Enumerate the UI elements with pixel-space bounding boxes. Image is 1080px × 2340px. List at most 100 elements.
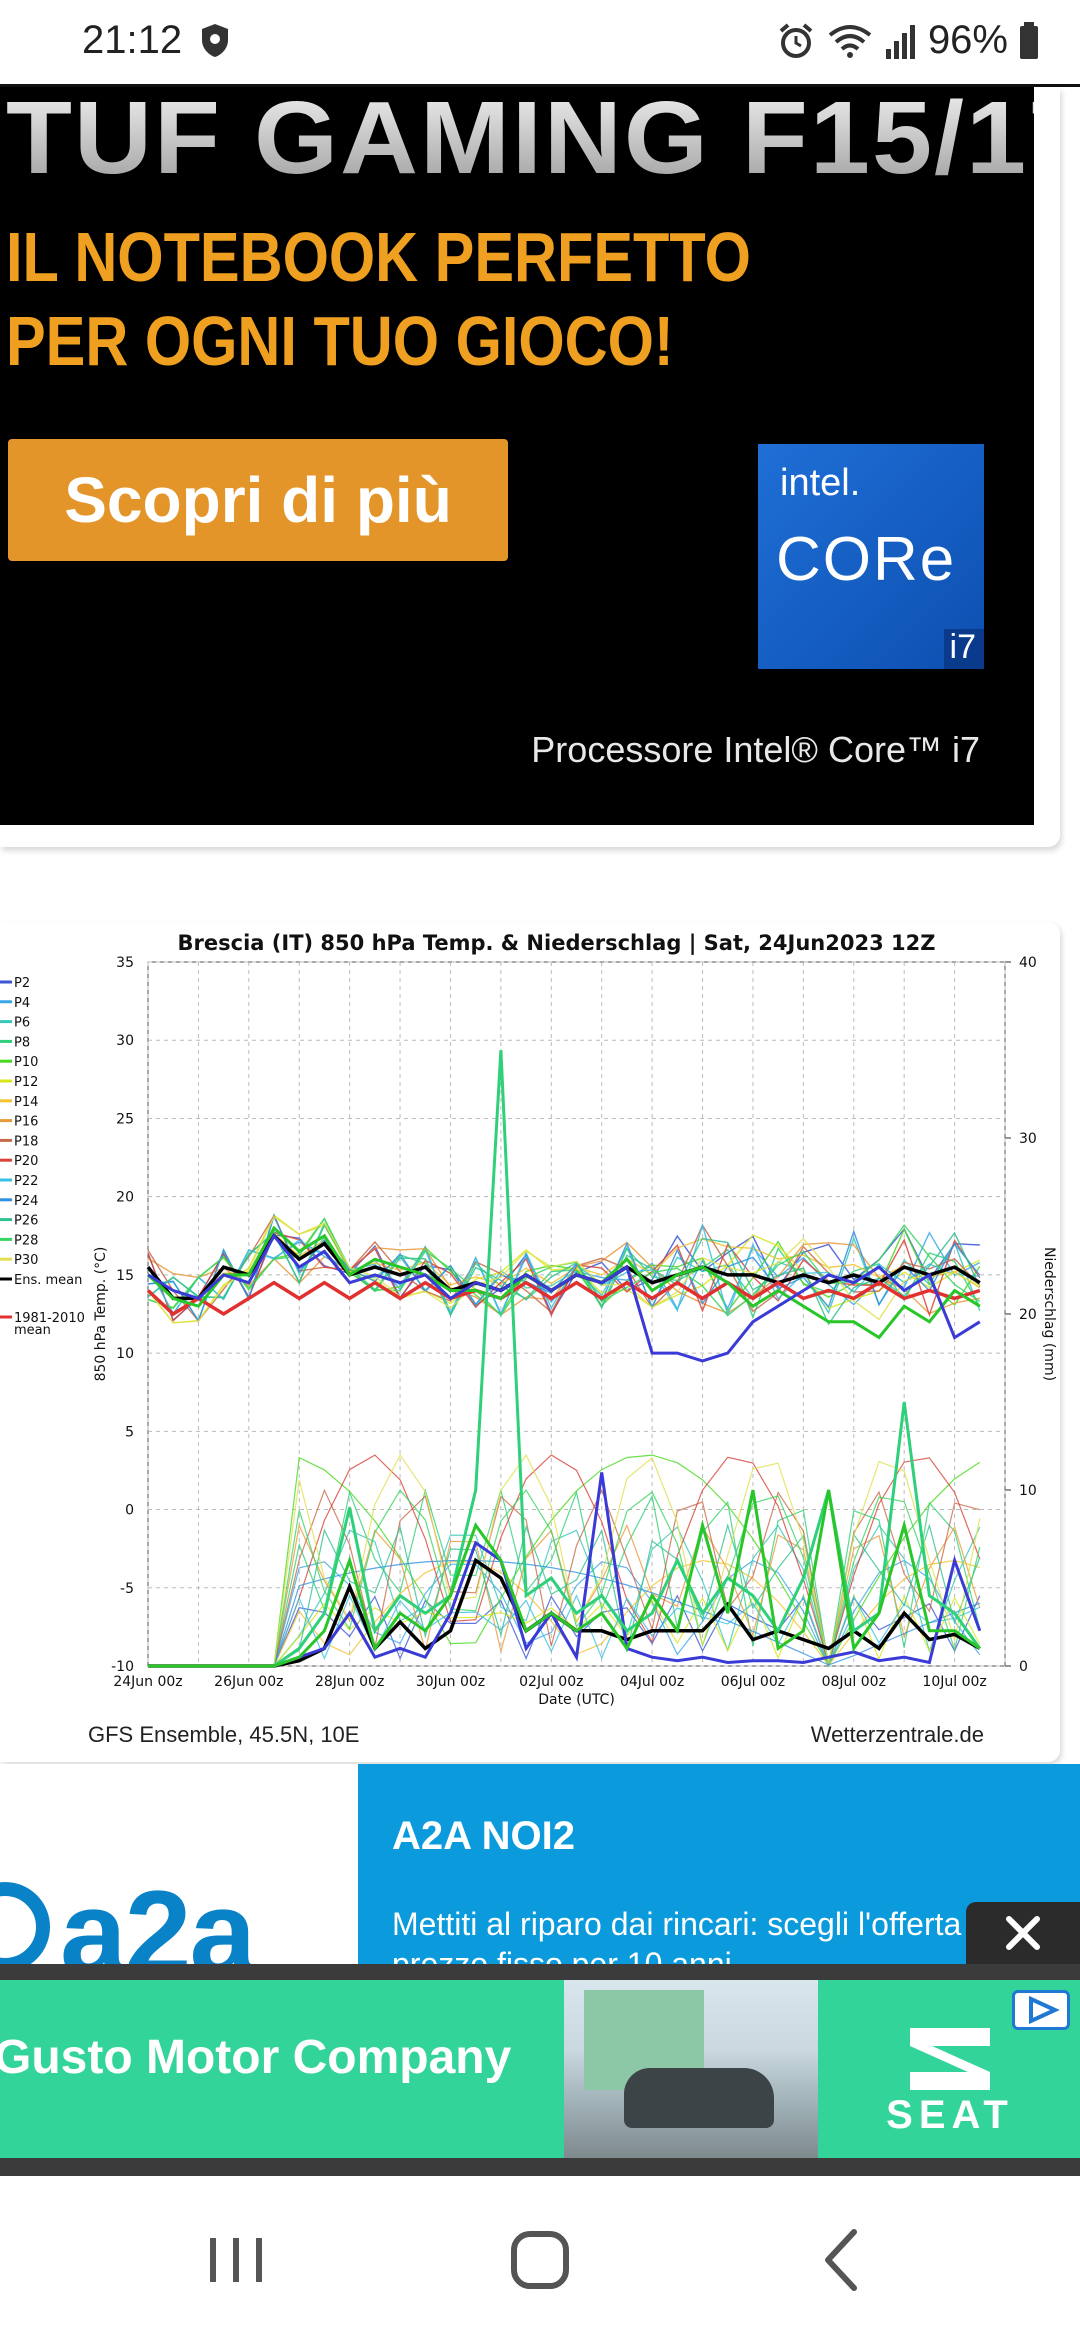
ad-footer: Processore Intel® Core™ i7 <box>531 729 980 770</box>
y-tick-label: 20 <box>116 1190 134 1206</box>
back-icon[interactable] <box>800 2220 880 2300</box>
recent-apps-icon[interactable] <box>196 2220 276 2300</box>
seat-ad-text: Gusto Motor Company <box>0 2031 512 2084</box>
a2a-logo-panel: a2a <box>0 1764 358 1964</box>
forecast-chart-card: Brescia (IT) 850 hPa Temp. & Niederschla… <box>0 922 1060 1762</box>
intel-core-badge: intel. CORe i7 <box>758 444 984 669</box>
shield-icon <box>202 24 228 57</box>
x-axis-label: Date (UTC) <box>538 1692 615 1708</box>
intel-brand: intel. <box>780 462 861 504</box>
y2-tick-label: 30 <box>1019 1131 1037 1147</box>
ensemble-precip-line <box>148 1489 981 1667</box>
y-tick-label: -5 <box>120 1581 134 1597</box>
battery-percent: 96% <box>927 18 1008 62</box>
legend-label: P26 <box>14 1214 38 1229</box>
y2-axis-label: Niederschlag (mm) <box>1041 1247 1057 1381</box>
legend-label: mean <box>14 1323 51 1338</box>
ensemble-temp-line <box>147 1215 981 1324</box>
intel-tier: i7 <box>949 628 976 666</box>
legend-label: P30 <box>14 1253 38 1268</box>
y2-tick-label: 0 <box>1019 1659 1028 1675</box>
close-ad-button[interactable] <box>966 1902 1080 1964</box>
legend-label: P10 <box>14 1055 38 1070</box>
seat-car-photo <box>564 1980 818 2158</box>
series-line <box>148 1472 982 1668</box>
x-tick-label: 26Jun 00z <box>214 1674 283 1690</box>
ensemble-precip-line <box>148 1454 981 1667</box>
ad-seat-banner[interactable]: Gusto Motor Company SEAT <box>0 1980 1080 2158</box>
status-bar: 21:12 96% <box>0 0 1080 84</box>
ensemble-precip-line <box>148 1487 981 1667</box>
chart-source: GFS Ensemble, 45.5N, 10E <box>88 1722 360 1747</box>
legend-label: P22 <box>14 1174 38 1189</box>
y2-tick-label: 40 <box>1019 955 1037 971</box>
legend-label: Ens. mean <box>14 1273 82 1288</box>
forecast-chart: Brescia (IT) 850 hPa Temp. & Niederschla… <box>0 931 1057 1708</box>
top-divider <box>0 84 1080 87</box>
ensemble-temp-line <box>147 1214 981 1323</box>
ad-seat-wrapper: Gusto Motor Company SEAT <box>0 1964 1080 2176</box>
ad-a2a-banner[interactable]: a2a A2A NOI2 Mettiti al riparo dai rinca… <box>0 1764 1080 1964</box>
x-tick-label: 24Jun 00z <box>113 1674 182 1690</box>
y2-tick-label: 10 <box>1019 1483 1037 1499</box>
y-tick-label: 25 <box>116 1111 134 1127</box>
y-tick-label: 15 <box>116 1268 134 1284</box>
plot-frame <box>147 961 1006 1667</box>
ensemble-precip-line <box>148 1453 981 1667</box>
close-icon <box>1006 1916 1040 1950</box>
chart-title: Brescia (IT) 850 hPa Temp. & Niederschla… <box>178 931 936 956</box>
battery-icon <box>1020 21 1038 59</box>
series-line <box>148 1557 981 1668</box>
series-line <box>147 1233 981 1363</box>
legend-label: P16 <box>14 1115 38 1130</box>
y-tick-label: -10 <box>111 1659 134 1675</box>
x-tick-label: 02Jul 00z <box>519 1674 583 1690</box>
x-tick-label: 28Jun 00z <box>315 1674 384 1690</box>
wifi-icon <box>828 24 872 58</box>
y-tick-label: 5 <box>125 1424 134 1440</box>
status-icons: 96% <box>776 18 1040 63</box>
x-tick-label: 30Jun 00z <box>416 1674 485 1690</box>
x-tick-label: 06Jul 00z <box>721 1674 785 1690</box>
legend-label: 1981-2010 <box>14 1311 85 1326</box>
ensemble-precip-line <box>148 1559 981 1667</box>
y-tick-label: 0 <box>125 1503 134 1519</box>
ad-headline: TUF GAMING F15/17 <box>6 87 1034 197</box>
y-axis-label: 850 hPa Temp. (°C) <box>93 1247 109 1382</box>
legend-label: P12 <box>14 1075 38 1090</box>
series-line <box>148 1489 981 1668</box>
a2a-logo: a2a <box>60 1866 256 1964</box>
a2a-text: Mettiti al riparo dai rincari: scegli l'… <box>392 1906 1056 1964</box>
legend-label: P4 <box>14 996 30 1011</box>
ad-cta-button[interactable]: Scopri di più <box>8 439 508 561</box>
legend-label: P6 <box>14 1016 30 1031</box>
x-tick-label: 10Jul 00z <box>922 1674 986 1690</box>
legend-label: P8 <box>14 1035 30 1050</box>
y2-tick-label: 20 <box>1019 1307 1037 1323</box>
a2a-text-panel: A2A NOI2 Mettiti al riparo dai rincari: … <box>358 1764 1080 1964</box>
chart-credit: Wetterzentrale.de <box>810 1722 984 1747</box>
legend-label: P18 <box>14 1134 38 1149</box>
a2a-logo-icon <box>0 1882 50 1964</box>
ad-notebook-banner[interactable]: TUF GAMING F15/17 IL NOTEBOOK PERFETTO P… <box>0 87 1034 825</box>
y-tick-label: 35 <box>116 955 134 971</box>
legend-label: P28 <box>14 1233 38 1248</box>
intel-product: CORe <box>776 525 957 594</box>
navigation-bar <box>0 2176 1080 2340</box>
legend-label: P14 <box>14 1095 38 1110</box>
ensemble-precip-line <box>148 1523 981 1667</box>
series-line <box>146 1280 981 1317</box>
legend-label: P20 <box>14 1154 38 1169</box>
series-line <box>148 1049 982 1668</box>
legend-label: P24 <box>14 1194 38 1209</box>
seat-logo-icon: SEAT <box>886 2028 1008 2136</box>
legend-label: P2 <box>14 976 30 991</box>
adchoices-icon[interactable] <box>1012 1990 1070 2030</box>
home-icon[interactable] <box>500 2220 580 2300</box>
status-time: 21:12 <box>82 18 183 62</box>
x-tick-label: 04Jul 00z <box>620 1674 684 1690</box>
ensemble-temp-line <box>147 1217 981 1316</box>
signal-icon <box>885 24 915 59</box>
x-tick-label: 08Jul 00z <box>822 1674 886 1690</box>
alarm-icon <box>779 22 813 58</box>
